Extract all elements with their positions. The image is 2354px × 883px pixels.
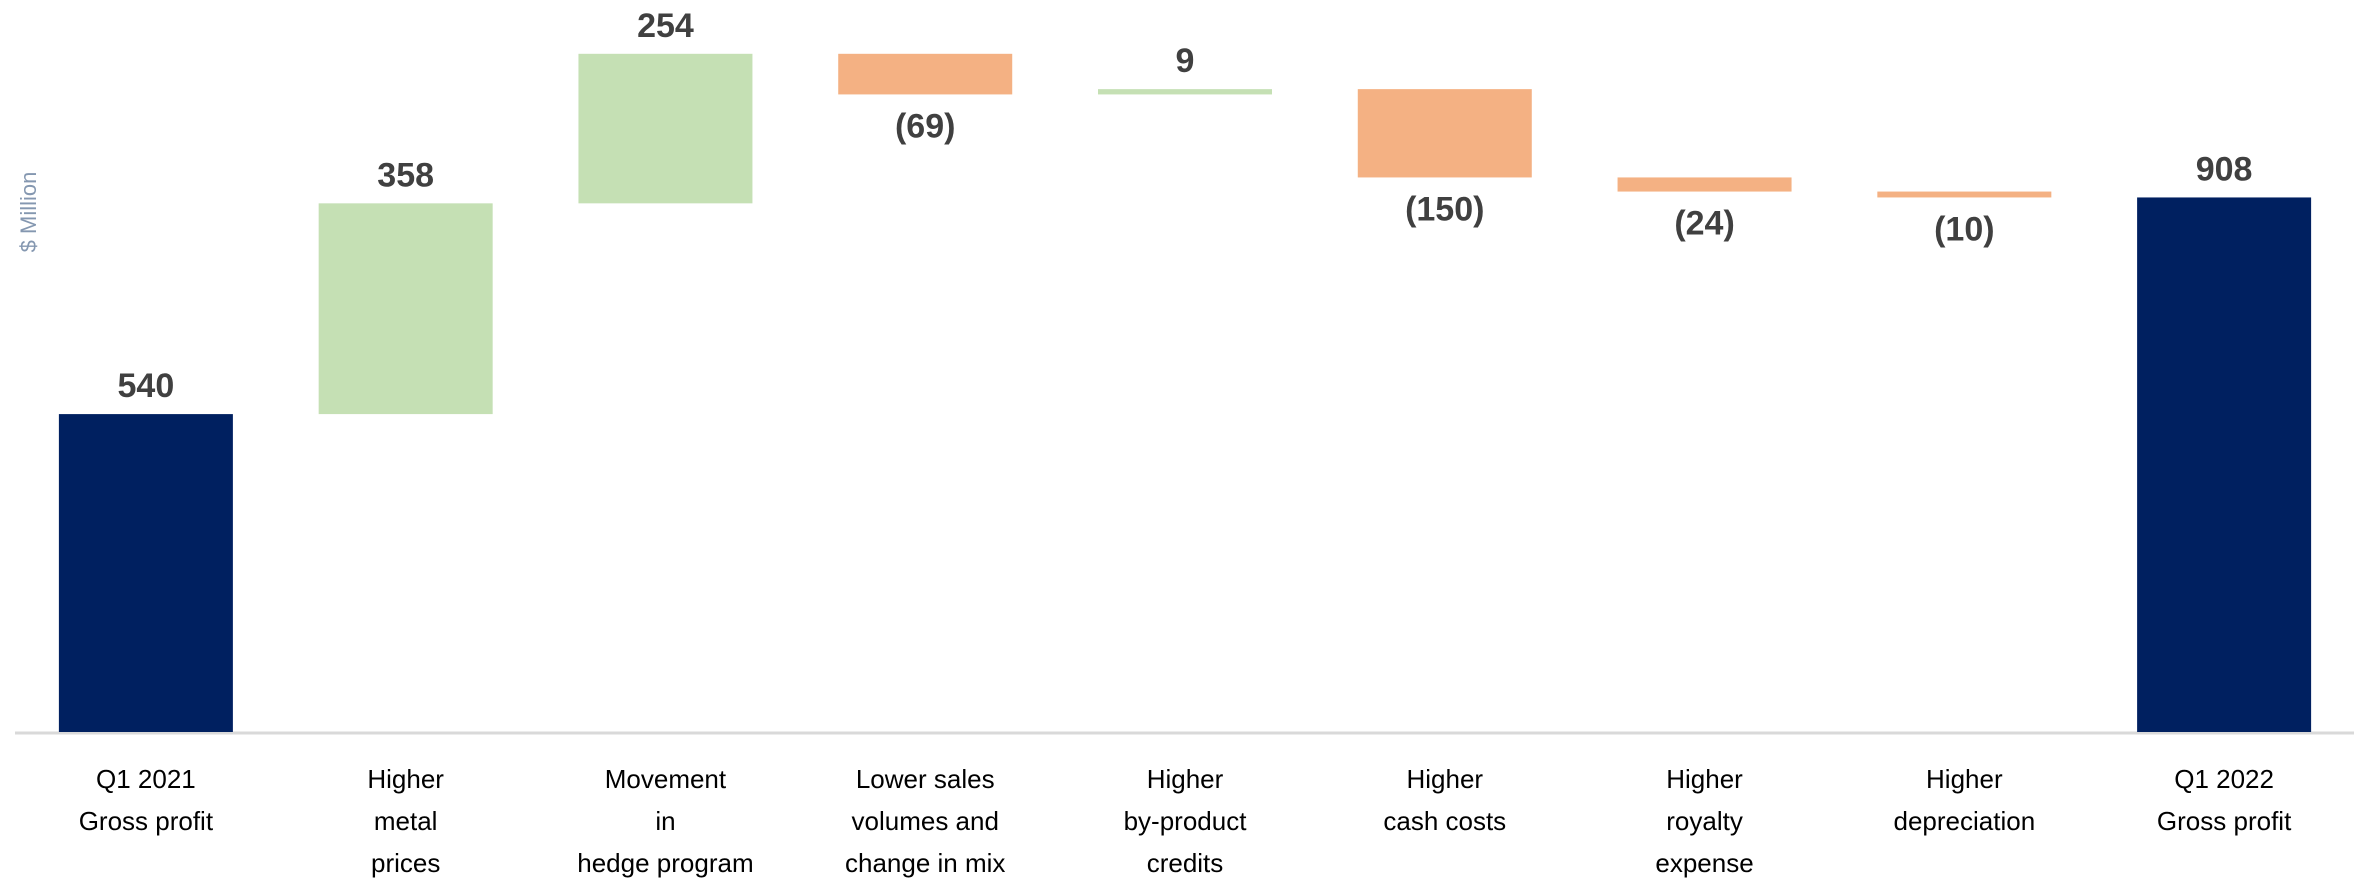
bar bbox=[58, 414, 233, 732]
x-tick-label: Q1 2021 Gross profit bbox=[79, 764, 214, 836]
value-label: 358 bbox=[377, 156, 434, 194]
x-tick-label-line: Higher bbox=[1406, 764, 1483, 794]
value-label: (24) bbox=[1674, 205, 1734, 243]
x-tick-label-line: volumes and bbox=[852, 806, 999, 836]
x-tick-label: Movement in hedge program bbox=[577, 764, 753, 878]
x-tick-label: Higher by-product credits bbox=[1124, 764, 1248, 878]
x-tick-label: Lower sales volumes and change in mix bbox=[845, 764, 1005, 878]
x-tick-label: Higher depreciation bbox=[1894, 764, 2036, 836]
bar bbox=[1877, 191, 2052, 198]
x-tick-label-line: Q1 2021 bbox=[96, 764, 196, 794]
bar bbox=[318, 203, 493, 415]
x-tick-label-line: prices bbox=[371, 848, 440, 878]
bar bbox=[2137, 197, 2312, 733]
x-tick-label-line: Lower sales bbox=[856, 764, 995, 794]
value-label: 9 bbox=[1176, 42, 1195, 80]
x-tick-label-line: Gross profit bbox=[2157, 806, 2292, 836]
x-tick-label-line: by-product bbox=[1124, 806, 1248, 836]
bar bbox=[838, 53, 1013, 95]
value-label: (10) bbox=[1934, 210, 1994, 248]
x-tick-label-line: metal bbox=[374, 806, 438, 836]
x-tick-label-line: Higher bbox=[1926, 764, 2003, 794]
bar bbox=[1357, 89, 1532, 178]
x-tick-label-line: Higher bbox=[1666, 764, 1743, 794]
x-tick-label-line: depreciation bbox=[1894, 806, 2036, 836]
x-tick-label-line: royalty bbox=[1666, 806, 1743, 836]
value-label: (150) bbox=[1405, 190, 1484, 228]
value-label: (69) bbox=[895, 107, 955, 145]
bar bbox=[1098, 89, 1272, 95]
x-tick-label-line: hedge program bbox=[577, 848, 753, 878]
x-tick-label-line: credits bbox=[1147, 848, 1224, 878]
x-tick-label-line: Higher bbox=[1147, 764, 1224, 794]
x-tick-label-line: Higher bbox=[367, 764, 444, 794]
x-tick-label: Higher royalty expense bbox=[1655, 764, 1753, 878]
x-tick-label: Higher metal prices bbox=[367, 764, 444, 878]
bar bbox=[578, 53, 753, 204]
x-tick-label: Q1 2022 Gross profit bbox=[2157, 764, 2292, 836]
value-label: 540 bbox=[118, 367, 175, 405]
value-label: 908 bbox=[2196, 150, 2253, 188]
y-axis-label: $ Million bbox=[16, 172, 41, 253]
bar bbox=[1617, 177, 1792, 192]
value-label: 254 bbox=[637, 7, 694, 45]
x-tick-label-line: Gross profit bbox=[79, 806, 214, 836]
x-tick-label-line: Movement bbox=[605, 764, 727, 794]
x-tick-label-line: expense bbox=[1655, 848, 1753, 878]
x-tick-label-line: cash costs bbox=[1383, 806, 1506, 836]
x-tick-label-line: in bbox=[655, 806, 675, 836]
x-tick-label-line: Q1 2022 bbox=[2174, 764, 2274, 794]
x-tick-label-line: change in mix bbox=[845, 848, 1005, 878]
x-tick-label: Higher cash costs bbox=[1383, 764, 1506, 836]
